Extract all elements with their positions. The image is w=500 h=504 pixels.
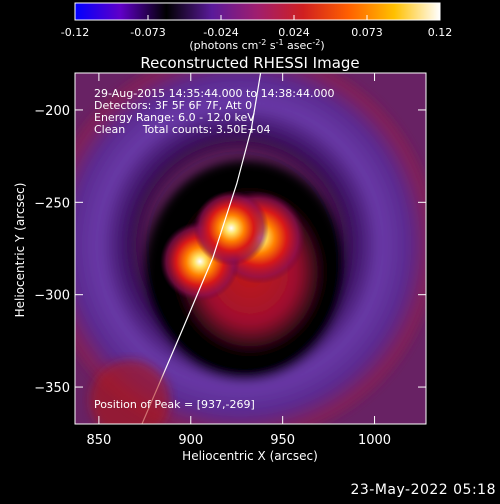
footer-date: 23-May-2022 05:18 (350, 482, 496, 498)
solar-limb-curve (141, 73, 262, 424)
annotation-energy: Energy Range: 6.0 - 12.0 keV (94, 111, 255, 124)
annotation-time: 29-Aug-2015 14:35:44.000 to 14:38:44.000 (94, 87, 335, 100)
y-tick-label: −300 (34, 289, 70, 304)
colorbar: -0.12 -0.073 -0.024 0.024 0.073 0.12 (photons… (61, 2, 453, 52)
x-tick-label: 900 (178, 433, 203, 448)
y-axis: −200 −250 −300 −350 (34, 104, 426, 396)
colorbar-tick-label: 0.024 (278, 26, 310, 39)
colorbar-tick-label: 0.12 (428, 26, 453, 39)
x-tick-label: 950 (270, 433, 295, 448)
y-tick-label: −350 (34, 381, 70, 396)
colorbar-bar (74, 2, 441, 21)
peak-label: Position of Peak = [937,-269] (94, 398, 255, 411)
x-axis-label: Heliocentric X (arcsec) (182, 449, 318, 463)
annotation-block: 29-Aug-2015 14:35:44.000 to 14:38:44.000… (94, 87, 335, 136)
corner-glow (90, 360, 170, 424)
plot-frame (74, 72, 427, 425)
y-tick-label: −250 (34, 196, 70, 211)
x-tick-label: 1000 (358, 433, 391, 448)
y-axis-label: Heliocentric Y (arcsec) (13, 183, 27, 318)
annotation-detectors: Detectors: 3F 5F 6F 7F, Att 0 (94, 99, 252, 112)
image-area (75, 73, 426, 424)
emission-source (193, 190, 269, 266)
colorbar-unit: (photons cm-2 s-1 asec-2) (189, 38, 324, 52)
colorbar-tick-label: -0.073 (130, 26, 165, 39)
annotation-clean: Clean Total counts: 3.50E+04 (94, 123, 271, 136)
y-tick-label: −200 (34, 104, 70, 119)
colorbar-tick-label: -0.12 (61, 26, 89, 39)
colorbar-tick-label: -0.024 (203, 26, 238, 39)
x-tick-label: 850 (86, 433, 111, 448)
colorbar-tick-label: 0.073 (351, 26, 383, 39)
chart-title: Reconstructed RHESSI Image (140, 54, 359, 72)
x-axis: 850 900 950 1000 (86, 73, 391, 448)
